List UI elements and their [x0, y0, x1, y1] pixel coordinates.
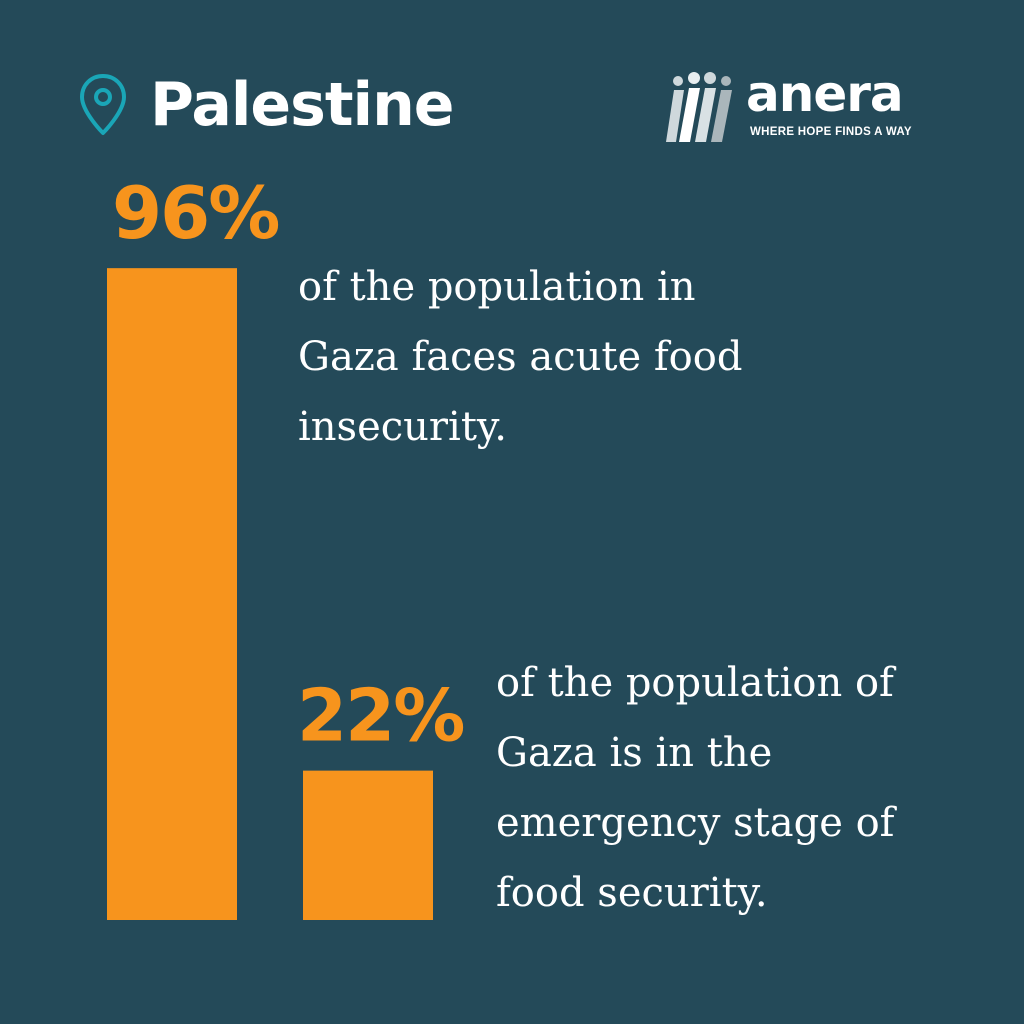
description-line: insecurity.	[298, 404, 507, 450]
anera-people-mark-icon	[666, 72, 732, 142]
bar-value-label-2: 22%	[297, 674, 463, 758]
stat-description-2: of the population of Gaza is in the emer…	[496, 648, 894, 928]
location-header: Palestine	[78, 70, 454, 140]
description-line: Gaza faces acute food	[298, 334, 743, 380]
description-line: of the population in	[298, 264, 696, 310]
map-pin-icon	[78, 73, 128, 137]
anera-logo: anera WHERE HOPE FINDS A WAY	[666, 66, 916, 146]
description-line: Gaza is in the	[496, 730, 773, 776]
logo-tagline: WHERE HOPE FINDS A WAY	[750, 126, 912, 138]
bar-2	[303, 770, 433, 920]
bar-1	[107, 268, 237, 920]
description-line: of the population of	[496, 660, 894, 706]
bar-value-label-1: 96%	[112, 171, 278, 255]
stat-description-1: of the population in Gaza faces acute fo…	[298, 252, 742, 462]
logo-wordmark: anera	[746, 65, 904, 123]
description-line: food security.	[496, 870, 768, 916]
location-title: Palestine	[150, 70, 454, 140]
description-line: emergency stage of	[496, 800, 895, 846]
